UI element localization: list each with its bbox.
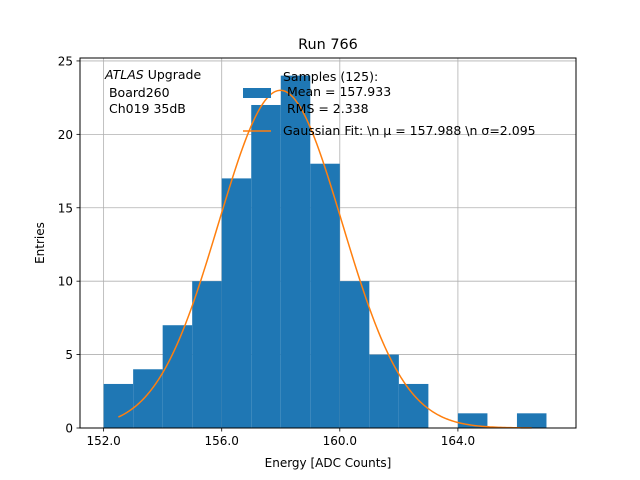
legend: Samples (125): Mean = 157.933 RMS = 2.33… <box>243 69 536 138</box>
x-tick-label: 160.0 <box>323 434 357 448</box>
histogram-bar <box>516 413 547 428</box>
histogram-bar <box>133 369 163 428</box>
histogram-bar <box>221 178 252 428</box>
plot-frame <box>79 57 577 429</box>
histogram-bar <box>310 163 340 428</box>
atlas-label: ATLAS <box>104 67 144 82</box>
y-tick-label: 5 <box>65 348 73 362</box>
legend-swatch-histogram <box>243 88 271 98</box>
y-tick-label: 20 <box>58 128 73 142</box>
histogram-bar <box>192 281 222 428</box>
legend-histogram-line-2: Mean = 157.933 <box>283 84 391 99</box>
histogram-bar <box>162 325 193 428</box>
histogram-bars <box>103 75 547 428</box>
y-tick-label: 0 <box>65 422 73 436</box>
histogram-bar <box>280 75 311 428</box>
histogram-bar <box>251 104 281 428</box>
x-axis-label: Energy [ADC Counts] <box>265 456 392 470</box>
atlas-annotation: ATLAS Upgrade Board260 Ch019 35dB <box>104 67 201 116</box>
y-tick-label: 15 <box>58 201 73 215</box>
x-tick-label: 156.0 <box>205 434 239 448</box>
board-label: Board260 <box>105 85 170 100</box>
x-tick-label: 152.0 <box>86 434 120 448</box>
y-tick-label: 25 <box>58 54 73 68</box>
histogram-bar <box>103 383 134 428</box>
histogram-bar <box>339 281 370 428</box>
channel-label: Ch019 35dB <box>105 101 186 116</box>
legend-fit-label: Gaussian Fit: \n μ = 157.988 \n σ=2.095 <box>283 123 536 138</box>
y-tick-label: 10 <box>58 275 73 289</box>
y-axis-label: Entries <box>33 222 47 264</box>
legend-histogram-line-1: Samples (125): <box>283 69 378 84</box>
y-axis-ticks: 0 5 10 15 20 25 <box>58 54 80 436</box>
x-axis-ticks: 152.0 156.0 160.0 164.0 <box>86 428 475 448</box>
chart-title: Run 766 <box>298 37 358 53</box>
x-tick-label: 164.0 <box>441 434 475 448</box>
svg-text:ATLAS Upgrade: ATLAS Upgrade <box>104 67 201 82</box>
histogram-bar <box>398 383 429 428</box>
upgrade-label: Upgrade <box>144 67 202 82</box>
gaussian-fit-curve <box>118 89 532 429</box>
legend-histogram-line-3: RMS = 2.338 <box>283 101 369 116</box>
